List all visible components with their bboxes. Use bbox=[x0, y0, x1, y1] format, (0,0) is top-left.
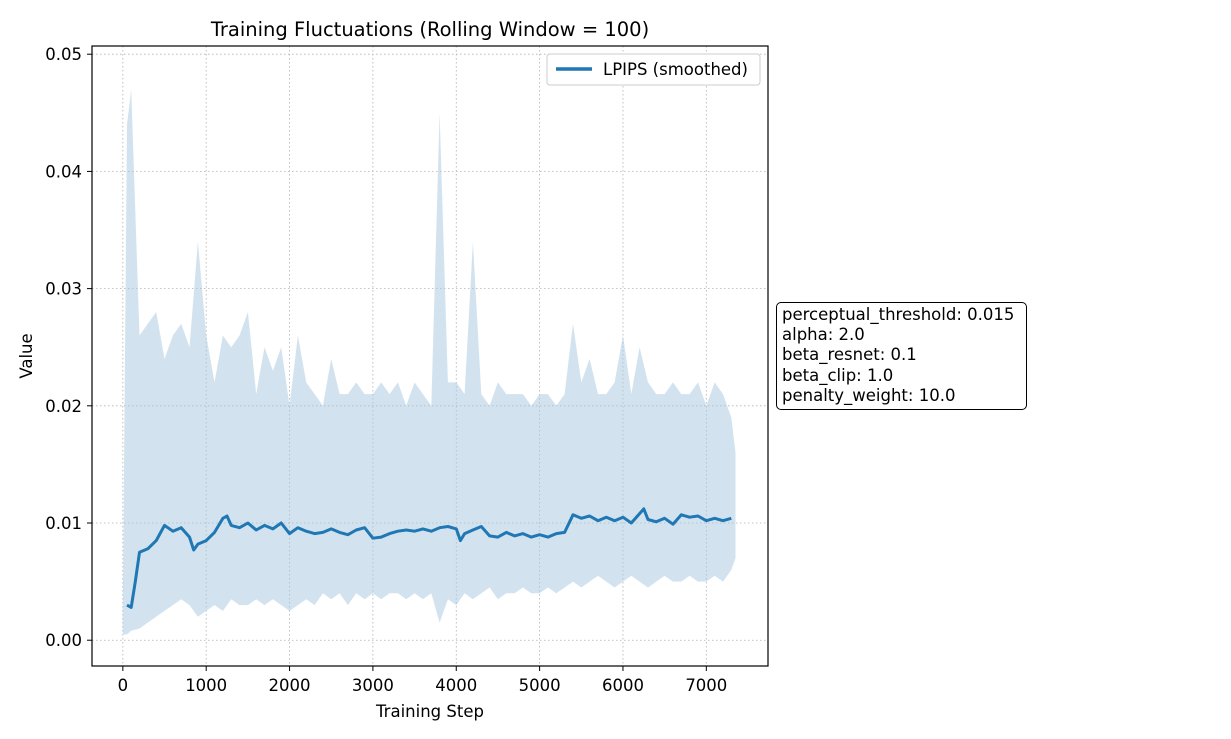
y-tick-label: 0.01 bbox=[45, 514, 82, 533]
series-lines bbox=[126, 507, 732, 609]
y-tick-label: 0.04 bbox=[45, 162, 82, 181]
x-tick-label: 7000 bbox=[685, 676, 727, 695]
param-beta-clip: beta_clip: 1.0 bbox=[782, 365, 894, 385]
x-tick-label: 2000 bbox=[269, 676, 311, 695]
chart-title: Training Fluctuations (Rolling Window = … bbox=[210, 18, 649, 41]
x-tick-label: 0 bbox=[118, 676, 129, 695]
x-tick-label: 6000 bbox=[602, 676, 644, 695]
x-tick-label: 3000 bbox=[352, 676, 394, 695]
x-axis-label: Training Step bbox=[375, 702, 484, 721]
y-axis-label: Value bbox=[17, 333, 36, 378]
x-axis-ticks: 0 1000 2000 3000 4000 5000 6000 7000 bbox=[118, 666, 727, 695]
param-alpha: alpha: 2.0 bbox=[782, 325, 865, 345]
smoothed-lpips-line bbox=[126, 507, 732, 609]
y-tick-label: 0.03 bbox=[45, 280, 82, 299]
param-penalty-weight: penalty_weight: 10.0 bbox=[782, 385, 956, 405]
x-tick-label: 1000 bbox=[185, 676, 227, 695]
legend-label: LPIPS (smoothed) bbox=[603, 60, 748, 79]
legend-frame bbox=[546, 53, 761, 86]
y-tick-label: 0.05 bbox=[45, 45, 82, 64]
x-tick-label: 4000 bbox=[435, 676, 477, 695]
hyperparameter-box: perceptual_threshold: 0.015 alpha: 2.0 b… bbox=[776, 302, 1027, 410]
legend: LPIPS (smoothed) bbox=[546, 53, 761, 86]
param-beta-resnet: beta_resnet: 0.1 bbox=[782, 345, 917, 365]
plot-frame bbox=[91, 45, 769, 667]
param-perceptual-threshold: perceptual_threshold: 0.015 bbox=[782, 305, 1015, 324]
x-tick-label: 5000 bbox=[519, 676, 561, 695]
raw-lpips-band bbox=[122, 89, 736, 635]
y-tick-label: 0.02 bbox=[45, 397, 82, 416]
y-axis-ticks: 0.00 0.01 0.02 0.03 0.04 0.05 bbox=[45, 45, 92, 650]
raw-value-band bbox=[122, 89, 736, 635]
y-tick-label: 0.00 bbox=[45, 631, 82, 650]
